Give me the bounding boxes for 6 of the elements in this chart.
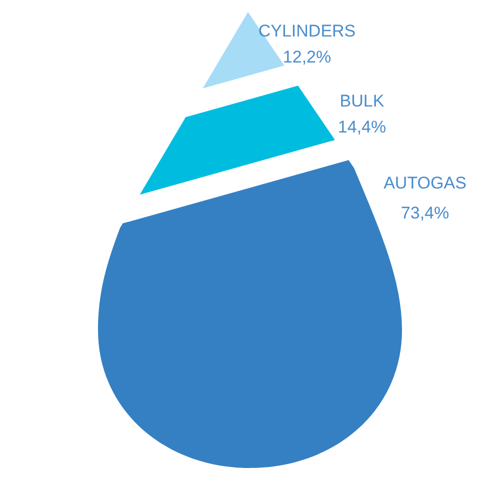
category-label: CYLINDERS xyxy=(258,22,356,41)
data-label: 12,2% xyxy=(282,48,332,67)
data-label: 14,4% xyxy=(338,118,386,137)
category-label: AUTOGAS xyxy=(384,174,466,193)
category-label: BULK xyxy=(340,92,385,111)
data-label: 73,4% xyxy=(400,204,450,223)
